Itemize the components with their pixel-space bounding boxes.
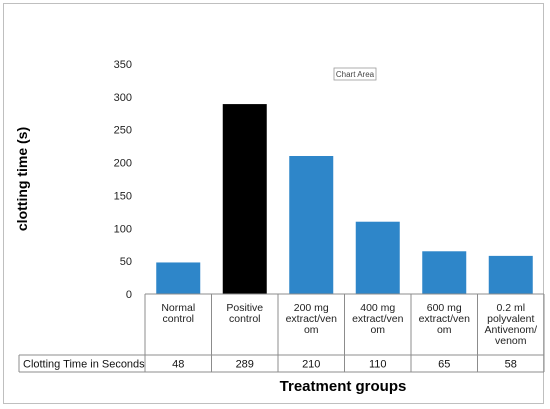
data-label: 289	[236, 359, 254, 371]
table-series-label: Clotting Time in Seconds	[23, 359, 145, 371]
bar	[156, 262, 201, 294]
y-tick-label: 0	[126, 289, 132, 301]
category-label-line: 600 mg	[427, 302, 462, 314]
y-tick-label: 350	[114, 59, 132, 71]
category-label: Positive control	[226, 302, 263, 325]
data-label: 210	[302, 359, 320, 371]
category-label: 400 mg extract/ven om	[352, 302, 404, 336]
category-label-line: Positive	[226, 302, 263, 314]
category-label-line: control	[229, 313, 261, 325]
x-axis-title: Treatment groups	[280, 378, 407, 395]
data-label: 65	[438, 359, 450, 371]
y-tick-label: 250	[114, 125, 132, 137]
category-label: 0.2 ml polyvalent Antivenom/venom	[484, 302, 537, 347]
category-label-line: om	[304, 324, 319, 336]
data-label: 58	[505, 359, 517, 371]
data-label: 110	[369, 359, 387, 371]
category-label-line: om	[370, 324, 385, 336]
y-tick-label: 50	[120, 256, 132, 268]
chart-area-tooltip-text: Chart Area	[336, 70, 375, 79]
category-label-line: Normal	[161, 302, 195, 314]
y-axis-title: clotting time (s)	[14, 127, 30, 231]
category-label: 200 mg extract/ven om	[286, 302, 338, 336]
category-label-line: extract/ven	[352, 313, 404, 325]
bar	[289, 156, 334, 294]
chart-frame	[3, 3, 544, 404]
category-label-line: venom	[495, 335, 527, 347]
category-label-line: extract/ven	[419, 313, 471, 325]
category-label-line: extract/ven	[286, 313, 338, 325]
chart-area-tooltip-box	[333, 67, 377, 81]
y-tick-label: 300	[114, 92, 132, 104]
category-label-line: 400 mg	[360, 302, 395, 314]
bar	[355, 221, 400, 294]
bar	[422, 251, 467, 294]
y-tick-label: 150	[114, 190, 132, 202]
data-label: 48	[172, 359, 184, 371]
category-label-line: polyvalent	[487, 313, 534, 325]
category-label: 600 mg extract/ven om	[419, 302, 471, 336]
category-label-line: control	[162, 313, 194, 325]
bar	[488, 255, 533, 294]
category-label: Normal control	[161, 302, 195, 325]
category-label-line: Antivenom/	[484, 324, 537, 336]
bar	[222, 104, 267, 294]
category-label-line: 0.2 ml	[496, 302, 525, 314]
category-label-line: om	[437, 324, 452, 336]
y-tick-label: 100	[114, 223, 132, 235]
y-tick-label: 200	[114, 158, 132, 170]
category-label-line: 200 mg	[294, 302, 329, 314]
